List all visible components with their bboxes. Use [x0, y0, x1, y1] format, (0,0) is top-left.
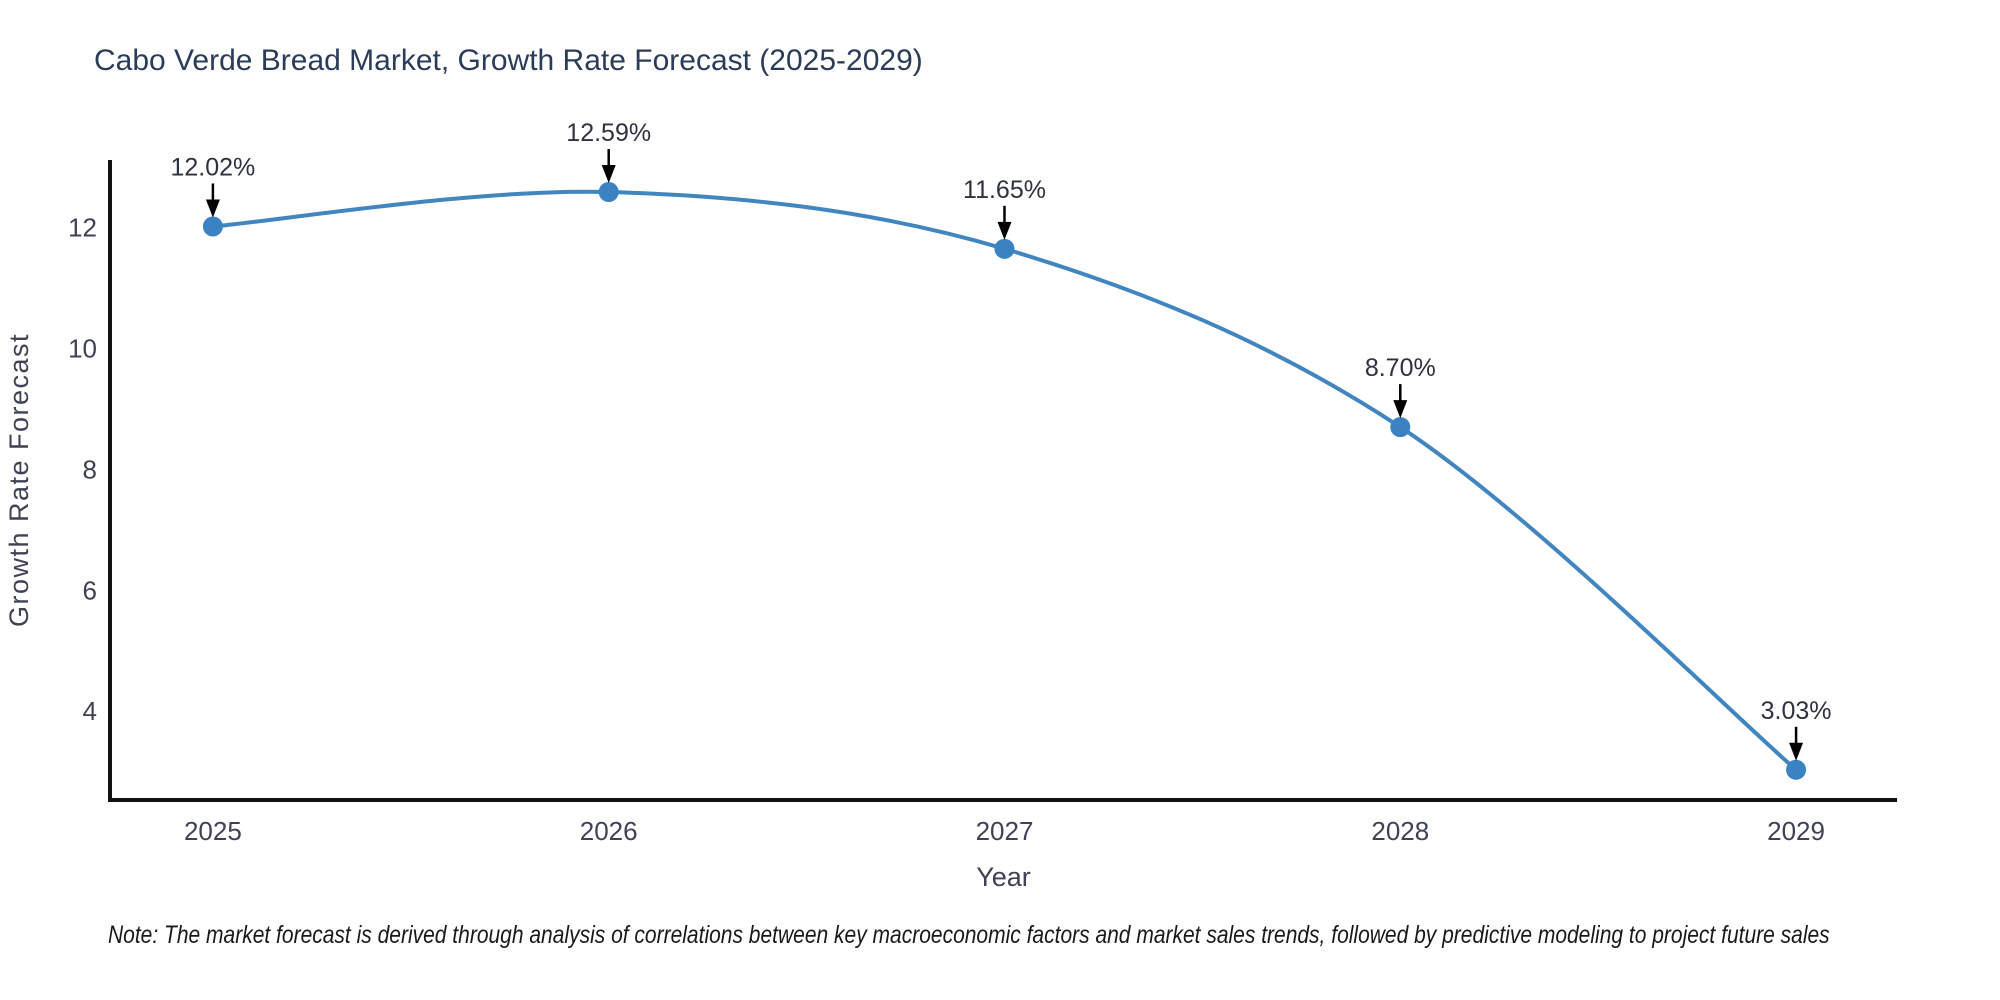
y-tick-label: 12: [68, 213, 97, 243]
annotation-arrowhead-icon: [997, 221, 1012, 240]
annotation-label: 8.70%: [1365, 354, 1436, 382]
annotation-arrowhead-icon: [205, 199, 220, 218]
point-annotation: 11.65%: [963, 176, 1046, 259]
data-point-2028: [1390, 417, 1411, 438]
annotation-arrowhead-icon: [1789, 742, 1804, 761]
point-annotation: 3.03%: [1761, 697, 1832, 780]
point-annotation: 12.02%: [171, 153, 256, 237]
y-tick-label: 10: [68, 334, 97, 364]
y-axis-title: Growth Rate Forecast: [4, 333, 34, 627]
data-point-2025: [202, 216, 223, 237]
point-annotation: 8.70%: [1365, 354, 1436, 438]
annotation-label: 12.59%: [566, 119, 651, 147]
y-tick-label: 4: [83, 696, 97, 726]
annotation-arrowhead-icon: [1393, 400, 1408, 419]
annotation-label: 3.03%: [1761, 697, 1832, 725]
point-annotation: 12.59%: [566, 119, 651, 203]
annotation-arrowhead-icon: [601, 165, 616, 184]
chart-footnote: Note: The market forecast is derived thr…: [108, 921, 1830, 949]
x-tick-label: 2025: [184, 816, 242, 846]
annotation-label: 12.02%: [171, 153, 256, 181]
y-tick-label: 8: [83, 454, 97, 484]
data-point-2027: [994, 238, 1015, 259]
data-point-2026: [598, 182, 619, 203]
forecast-line-series: [210, 189, 1799, 772]
x-axis-title: Year: [976, 862, 1031, 892]
x-tick-label: 2027: [976, 816, 1034, 846]
chart-title: Cabo Verde Bread Market, Growth Rate For…: [94, 44, 923, 77]
x-tick-label: 2029: [1767, 816, 1825, 846]
data-point-2029: [1786, 759, 1807, 780]
annotation-label: 11.65%: [963, 176, 1046, 204]
x-tick-label: 2026: [580, 816, 638, 846]
x-tick-label: 2028: [1371, 816, 1429, 846]
y-tick-label: 6: [83, 575, 97, 605]
